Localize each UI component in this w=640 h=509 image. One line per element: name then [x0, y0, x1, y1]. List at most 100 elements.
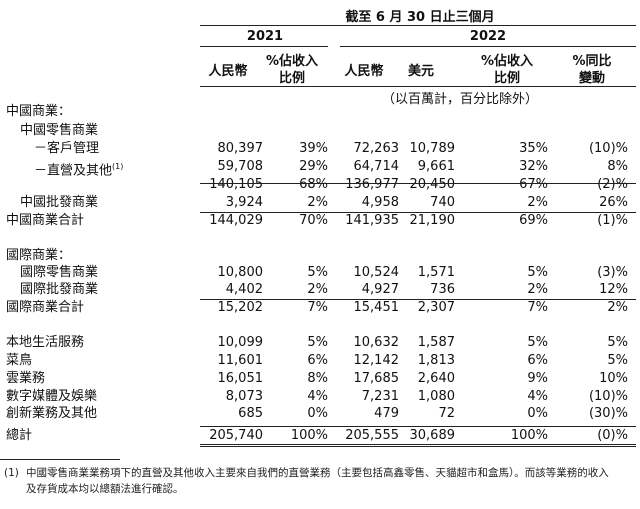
cell-yoy: (3)%: [597, 265, 628, 280]
cell-yoy: 26%: [599, 195, 628, 210]
row-label: 中國批發商業: [20, 195, 98, 211]
cell-pct21: 0%: [307, 406, 328, 421]
row-label: 國際零售商業: [20, 265, 98, 281]
cell-yoy: (30)%: [588, 406, 628, 421]
cell-pct22: 9%: [527, 371, 548, 386]
cell-usd22: 9,661: [417, 159, 455, 174]
row-label: 國際商業：: [6, 248, 71, 264]
row-label: 中國商業：: [6, 104, 71, 120]
footnote-line-2: 及存貨成本均以總額法進行確認。: [26, 483, 184, 495]
footnote-rule: [0, 459, 120, 460]
cell-rmb21: 4,402: [225, 282, 263, 297]
cell-rmb22: 12,142: [353, 353, 400, 368]
cell-usd22: 2,307: [417, 300, 455, 315]
row-label-text: 數字媒體及娛樂: [6, 389, 98, 404]
cell-rmb21: 15,202: [217, 300, 264, 315]
footnote-line-1: 中國零售商業業務項下的直營及其他收入主要來自我們的直營業務（主要包括高鑫零售、天…: [26, 467, 609, 479]
row-label: 中國零售商業: [20, 123, 98, 139]
cell-rmb22: 479: [374, 406, 399, 421]
row-label-text: －客戶管理: [34, 141, 100, 156]
cell-rmb21: 8,073: [225, 389, 263, 404]
total-rule-bottom: [200, 444, 636, 447]
cell-yoy: 5%: [607, 335, 628, 350]
cell-rmb21: 144,029: [209, 213, 263, 228]
cell-yoy: (1)%: [597, 213, 628, 228]
cell-pct21: 8%: [307, 371, 328, 386]
cell-usd22: 10,789: [409, 141, 456, 156]
cell-pct22: 67%: [519, 177, 548, 192]
cell-pct22: 69%: [519, 213, 548, 228]
column-header-pct22-line-2: 比例: [493, 71, 520, 86]
row-label-text: 本地生活服務: [6, 335, 85, 350]
row-label-text: －直營及其他: [34, 163, 113, 179]
row-label-text: 中國商業：: [6, 104, 72, 119]
cell-pct21: 5%: [307, 265, 328, 280]
cell-yoy: 10%: [599, 371, 628, 386]
cell-rmb21: 10,800: [217, 265, 264, 280]
cell-usd22: 1,571: [417, 265, 455, 280]
cell-yoy: 2%: [607, 300, 628, 315]
cell-pct21: 7%: [307, 300, 328, 315]
column-header-usd22-line-1: 美元: [407, 64, 434, 79]
cell-yoy: (0)%: [597, 428, 628, 443]
cell-usd22: 1,080: [417, 389, 455, 404]
cell-rmb22: 15,451: [353, 300, 400, 315]
year-2021-rule: [200, 46, 328, 47]
row-label-text: 創新業務及其他: [6, 406, 98, 421]
row-label-text: 中國批發商業: [20, 195, 99, 210]
cell-usd22: 21,190: [409, 213, 456, 228]
cell-pct22: 0%: [527, 406, 548, 421]
cell-rmb22: 72,263: [353, 141, 400, 156]
cell-rmb22: 10,524: [353, 265, 400, 280]
cell-rmb22: 205,555: [345, 428, 399, 443]
china-commerce-rule: [200, 212, 636, 213]
cell-rmb21: 11,601: [217, 353, 264, 368]
cell-usd22: 30,689: [409, 428, 456, 443]
cell-pct22: 7%: [527, 300, 548, 315]
cell-rmb21: 10,099: [217, 335, 264, 350]
row-label: 國際商業合計: [6, 300, 84, 316]
cell-rmb22: 4,927: [361, 282, 399, 297]
intl-commerce-rule: [200, 299, 636, 300]
cell-usd22: 1,587: [417, 335, 455, 350]
row-label: －客戶管理: [34, 141, 99, 157]
cell-rmb21: 3,924: [225, 195, 263, 210]
cell-pct21: 5%: [307, 335, 328, 350]
cell-usd22: 72: [438, 406, 455, 421]
column-header-yoy-line-1: %同比: [572, 54, 612, 69]
row-label-text: 國際商業：: [6, 248, 72, 263]
cell-pct22: 5%: [527, 265, 548, 280]
cell-pct21: 70%: [299, 213, 328, 228]
cell-yoy: (10)%: [588, 389, 628, 404]
row-label: 創新業務及其他: [6, 406, 97, 422]
cell-rmb22: 10,632: [353, 335, 400, 350]
cell-pct21: 100%: [290, 428, 328, 443]
column-header-pct21-line-1: %佔收入: [265, 54, 319, 69]
row-label-text: 菜鳥: [6, 353, 33, 368]
row-label: 國際批發商業: [20, 282, 98, 298]
period-header: 截至 6 月 30 日止三個月: [345, 10, 495, 25]
cell-pct21: 2%: [307, 282, 328, 297]
cell-rmb21: 59,708: [217, 159, 264, 174]
cell-rmb21: 80,397: [217, 141, 264, 156]
row-label: 數字媒體及娛樂: [6, 389, 97, 405]
total-rule-top: [200, 426, 636, 427]
units-note: （以百萬計，百分比除外）: [381, 92, 538, 107]
row-label: 菜鳥: [6, 353, 32, 369]
cell-pct21: 68%: [299, 177, 328, 192]
row-label-text: 國際批發商業: [20, 282, 99, 297]
footnote-marker: (1): [4, 467, 19, 479]
row-label-text: 中國商業合計: [6, 213, 85, 228]
year-2022-header: 2022: [469, 29, 507, 44]
cell-rmb22: 64,714: [353, 159, 400, 174]
cell-usd22: 740: [430, 195, 455, 210]
row-label: 總計: [6, 428, 32, 444]
column-header-pct21-line-2: 比例: [278, 71, 305, 86]
cell-usd22: 2,640: [417, 371, 455, 386]
cell-rmb22: 17,685: [353, 371, 400, 386]
year-2022-rule: [340, 46, 636, 47]
cell-pct22: 32%: [519, 159, 548, 174]
cell-rmb22: 4,958: [361, 195, 399, 210]
row-label-text: 國際商業合計: [6, 300, 85, 315]
cell-yoy: 8%: [607, 159, 628, 174]
